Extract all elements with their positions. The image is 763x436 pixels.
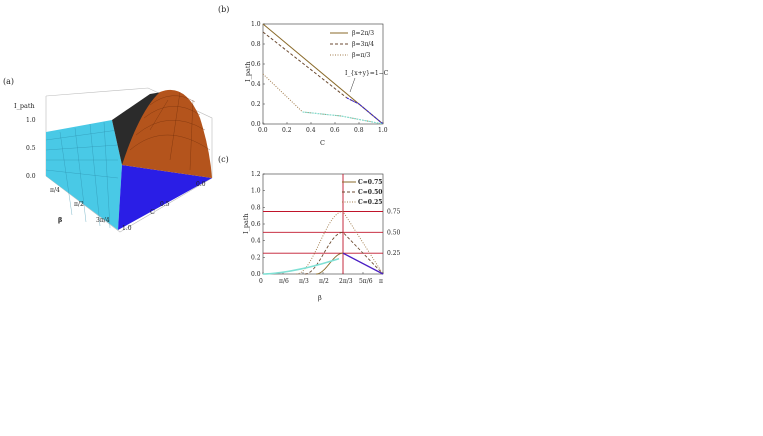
- line-chart-c: I_path β 0 π/6 π/3 π/2 2π/3 5π/6 π 0.0 0.2 0.4 0.6…: [242, 171, 401, 302]
- x-tick-label: 0.0: [258, 127, 268, 134]
- panel-c-label: (c): [218, 155, 229, 164]
- annotation-label: I_{x+y}=1−C: [345, 70, 389, 77]
- x-tick-label: 0: [259, 278, 263, 285]
- surface-peak-region: [122, 89, 212, 178]
- x-tick-label: 0.4: [306, 127, 316, 134]
- right-segment: [342, 252, 384, 275]
- y-tick-label: 1.0: [251, 188, 261, 195]
- z-axis-label: I_path: [14, 102, 35, 110]
- x-tick-label: 0.6: [330, 127, 340, 134]
- legend-entry: β=3π/4: [352, 41, 374, 48]
- x-tick-label: 0.2: [282, 127, 292, 134]
- surface-plot-a: I_path 1.0 0.5 0.0 π/4 π/2 3π/4 β 0.0 0.…: [14, 87, 213, 233]
- c-axis-label: C: [150, 208, 155, 216]
- x-tick-label: π/3: [299, 278, 309, 285]
- c-tick-label: 1.0: [122, 225, 132, 232]
- y-tick-label: 0.4: [251, 81, 261, 88]
- surface-left-region: [46, 120, 122, 230]
- legend-entry: β=2π/3: [352, 30, 374, 37]
- left-segment: [262, 257, 340, 275]
- panel-b-label: (b): [218, 5, 229, 14]
- x-tick-label: 0.8: [354, 127, 364, 134]
- y-axis-label: I_path: [244, 61, 252, 82]
- x-tick-label: π/6: [279, 278, 289, 285]
- y-tick-label: 0.0: [251, 271, 261, 278]
- series-line: [296, 211, 384, 275]
- legend-entry: C=0.50: [358, 189, 382, 196]
- beta-tick-label: π/2: [74, 201, 84, 208]
- y-tick-label: 0.2: [251, 254, 261, 261]
- legend-b: β=2π/3 β=3π/4 β=π/3: [330, 30, 374, 59]
- y-tick-label: 0.2: [251, 101, 261, 108]
- x-tick-label: 2π/3: [339, 278, 353, 285]
- x-axis-label: C: [320, 139, 325, 147]
- z-tick-label: 1.0: [26, 117, 36, 124]
- annotation-arrow: [349, 77, 356, 93]
- x-tick-label: 5π/6: [359, 278, 373, 285]
- z-tick-label: 0.5: [26, 145, 36, 152]
- y-tick-label: 0.6: [251, 221, 261, 228]
- surface-low-region: [118, 165, 212, 230]
- line-chart-b: I_path C 0.0 0.2 0.4 0.6 0.8 1.0 0.0 0.2 0.4 0.6 0…: [244, 21, 389, 147]
- legend-c: C=0.75 C=0.50 C=0.25: [342, 179, 382, 206]
- legend-entry: C=0.25: [358, 199, 382, 206]
- legend-entry: β=π/3: [352, 52, 370, 59]
- series-line: [262, 31, 384, 125]
- z-tick-label: 0.0: [26, 173, 36, 180]
- beta-tick-label: π/4: [50, 187, 60, 194]
- y-tick-label: 0.8: [251, 41, 261, 48]
- y-tick-label: 0.4: [251, 238, 261, 245]
- beta-tick-label: 3π/4: [96, 217, 110, 224]
- legend-entry: C=0.75: [358, 179, 382, 186]
- highlight-segment: [302, 111, 384, 125]
- x-tick-label: 1.0: [378, 127, 388, 134]
- right-tick-label: 0.75: [387, 209, 401, 216]
- right-tick-label: 0.50: [387, 229, 401, 236]
- panel-a-label: (a): [3, 77, 14, 86]
- series-line: [262, 73, 384, 125]
- y-axis-label: I_path: [242, 213, 250, 234]
- y-tick-label: 0.8: [251, 204, 261, 211]
- y-tick-label: 0.6: [251, 61, 261, 68]
- c-tick-label: 0.5: [160, 201, 170, 208]
- series-line: [304, 231, 384, 275]
- beta-axis-label: β: [58, 216, 62, 224]
- c-tick-label: 0.0: [196, 181, 206, 188]
- x-axis-label: β: [318, 294, 322, 302]
- y-tick-label: 0.0: [251, 121, 261, 128]
- y-tick-label: 1.2: [251, 171, 261, 178]
- highlight-segment: [346, 97, 384, 125]
- x-tick-label: π: [379, 278, 383, 285]
- x-tick-label: π/2: [319, 278, 329, 285]
- y-tick-label: 1.0: [251, 21, 261, 28]
- right-tick-label: 0.25: [387, 250, 401, 257]
